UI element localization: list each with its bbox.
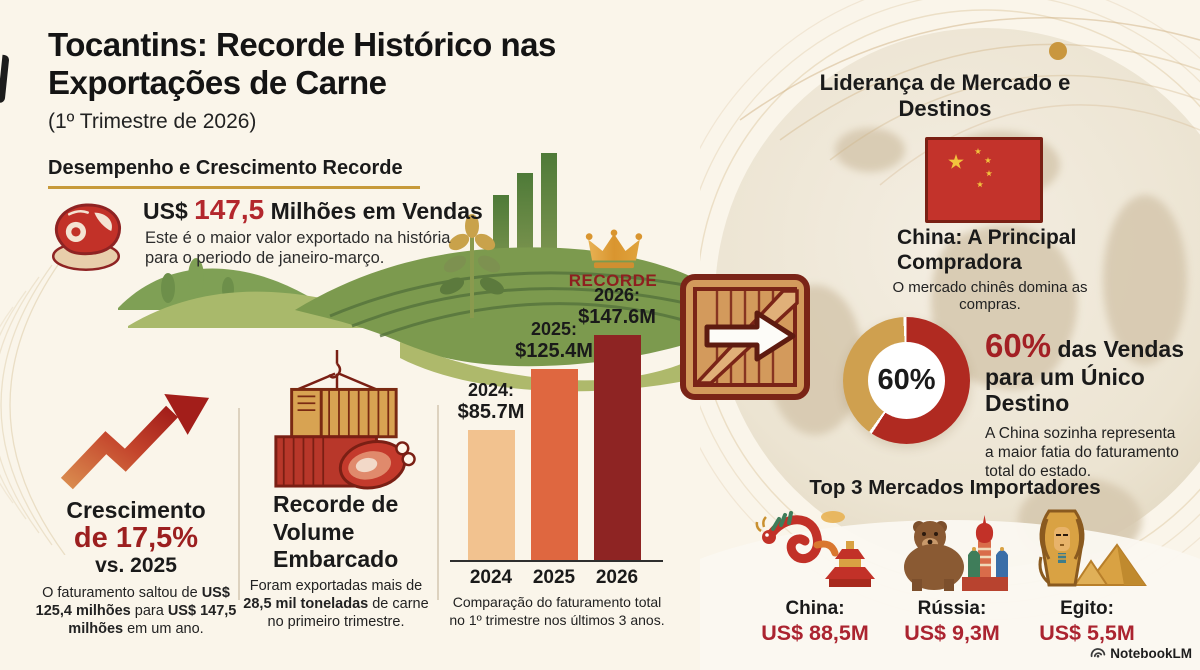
arrow-right-icon: [704, 310, 796, 362]
china-buyer-title: China: A Principal Compradora: [897, 226, 1077, 274]
section-title-top3: Top 3 Mercados Importadores: [809, 476, 1101, 499]
bar-2025: 2025: $125.4M: [515, 319, 593, 561]
donut-chart: 60%: [843, 317, 970, 444]
section-title-performance: Desempenho e Crescimento Recorde: [48, 157, 403, 179]
share-percentage: 60%: [985, 327, 1052, 364]
export-crate-icon: [680, 274, 810, 400]
watermark-label: NotebookLM: [1110, 645, 1192, 661]
wheat-icon: [439, 214, 505, 318]
growth-comparison: vs. 2025: [95, 554, 177, 577]
growth-arrow-icon: [60, 393, 210, 490]
bar-rect-2026: [593, 335, 641, 561]
bar-label-value: $85.7M: [457, 401, 525, 423]
bar-label-value: $125.4M: [515, 340, 593, 362]
bar-rect-2025: [530, 369, 578, 561]
growth-note: O faturamento saltou de US$ 125,4 milhõe…: [35, 585, 237, 638]
market-value: US$ 9,3M: [904, 621, 1000, 645]
flag-stars: [948, 148, 993, 188]
market-name: Rússia:: [917, 598, 987, 619]
bar-2026: 2026: $147.6M: [578, 285, 656, 561]
field-furrows: [329, 271, 690, 338]
chart-caption: Comparação do faturamento total no 1º tr…: [449, 594, 665, 628]
bar-2024: 2024: $85.7M: [456, 380, 526, 561]
growth-title: Crescimento: [66, 497, 206, 523]
page-title: Tocantins: Recorde Histórico nas Exporta…: [48, 26, 556, 102]
china-buyer-note: O mercado chinês domina as compras.: [892, 279, 1088, 313]
page-subtitle: (1º Trimestre de 2026): [48, 110, 257, 133]
market-value: US$ 5,5M: [1039, 621, 1135, 645]
column-divider: [238, 408, 240, 600]
gold-underline: [48, 186, 420, 189]
trees-icon: [161, 258, 234, 303]
watermark: NotebookLM: [1090, 645, 1192, 661]
column-divider: [437, 405, 439, 600]
axis-tick-2024: 2024: [469, 567, 513, 588]
gold-dot: [1049, 42, 1067, 60]
axis-tick-2026: 2026: [595, 567, 639, 588]
china-dragon-icon: [755, 511, 875, 587]
market-name: Egito:: [1060, 598, 1114, 619]
market-name: China:: [785, 598, 845, 619]
bar-label-value: $147.6M: [578, 306, 656, 328]
growth-percentage: de 17,5%: [73, 522, 199, 554]
market-item-china: China: US$ 88,5M: [753, 501, 877, 646]
bar-label-year: 2026:: [593, 285, 641, 305]
volume-title: Recorde de Volume Embarcado: [273, 491, 399, 573]
axis-tick-2025: 2025: [532, 567, 576, 588]
bar-rect-2024: [467, 430, 515, 561]
decorative-mark: [0, 54, 10, 104]
section-title-market: Liderança de Mercado e Destinos: [819, 70, 1071, 121]
share-note: A China sozinha representa a maior fatia…: [985, 424, 1179, 481]
market-item-egypt: Egito: US$ 5,5M: [1025, 501, 1149, 646]
x-axis-line: [450, 560, 663, 562]
russia-bear-icon: [904, 515, 1008, 591]
top-right-arc-lines: [739, 17, 1200, 186]
steak-icon: [51, 203, 121, 271]
donut-center-label: 60%: [868, 342, 945, 419]
china-flag: [925, 137, 1043, 223]
bar-label-year: 2024:: [467, 380, 515, 400]
ham-icon: [338, 440, 416, 490]
shipping-containers-icon: [274, 350, 416, 490]
crown-icon: [585, 229, 643, 269]
egypt-sphinx-icon: [1038, 509, 1147, 587]
volume-note: Foram exportadas mais de 28,5 mil tonela…: [243, 578, 429, 631]
sales-value: 147,5: [194, 194, 265, 225]
bar-label-year: 2025:: [530, 319, 578, 339]
market-item-russia: Rússia: US$ 9,3M: [890, 501, 1014, 646]
sales-headline: US$ 147,5 Milhões em Vendas: [143, 194, 483, 225]
market-value: US$ 88,5M: [761, 621, 869, 645]
share-text-block: 60% das Vendas para um Único Destino A C…: [985, 327, 1190, 482]
record-badge: RECORDE: [568, 271, 658, 290]
left-edge-arc-lines: [0, 255, 66, 555]
sales-note: Este é o maior valor exportado na histór…: [145, 229, 451, 268]
notebooklm-logo: [1090, 648, 1106, 658]
